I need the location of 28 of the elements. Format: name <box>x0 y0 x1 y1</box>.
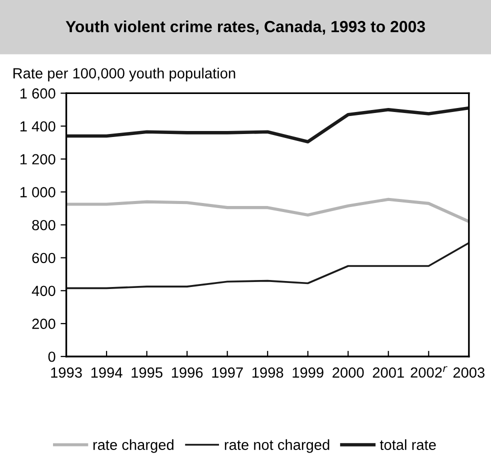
y-tick-label: 400 <box>32 286 56 296</box>
y-tick-label: 800 <box>32 220 56 230</box>
y-tick-label: 0 <box>48 352 56 362</box>
line-series <box>66 198 469 224</box>
x-tick-label: 1998 <box>252 367 284 378</box>
x-tick-label: 2002$^{r}$ <box>410 366 448 378</box>
line-series <box>66 242 469 290</box>
legend-label: total rate <box>380 439 436 450</box>
x-tick-label: 1993 <box>51 367 82 378</box>
y-tick-label: 600 <box>32 252 56 264</box>
x-tick-label: 1999 <box>292 367 324 378</box>
y-tick-label: 200 <box>32 318 56 330</box>
line-series <box>66 106 469 144</box>
x-tick-label: 2001 <box>372 367 404 378</box>
legend-label: rate charged <box>93 439 174 453</box>
x-tick-label: 1997 <box>212 367 243 378</box>
y-tick-label: 1 000 <box>20 187 56 198</box>
chart-title: Youth violent crime rates, Canada, 1993 to 2003 <box>66 20 425 35</box>
legend-label: rate not charged <box>224 439 330 453</box>
x-tick-label: 2000 <box>332 367 364 378</box>
y-tick-label: 1 400 <box>20 121 56 132</box>
y-axis-title: Rate per 100,000 youth population <box>13 68 236 82</box>
x-tick-label: 1995 <box>132 367 162 378</box>
x-tick-label: 1994 <box>91 367 122 378</box>
y-tick-label: 1 200 <box>20 154 56 164</box>
y-tick-label: 1 600 <box>20 88 56 99</box>
x-tick-label: 2003 <box>453 367 484 378</box>
x-tick-label: 1996 <box>172 367 203 378</box>
